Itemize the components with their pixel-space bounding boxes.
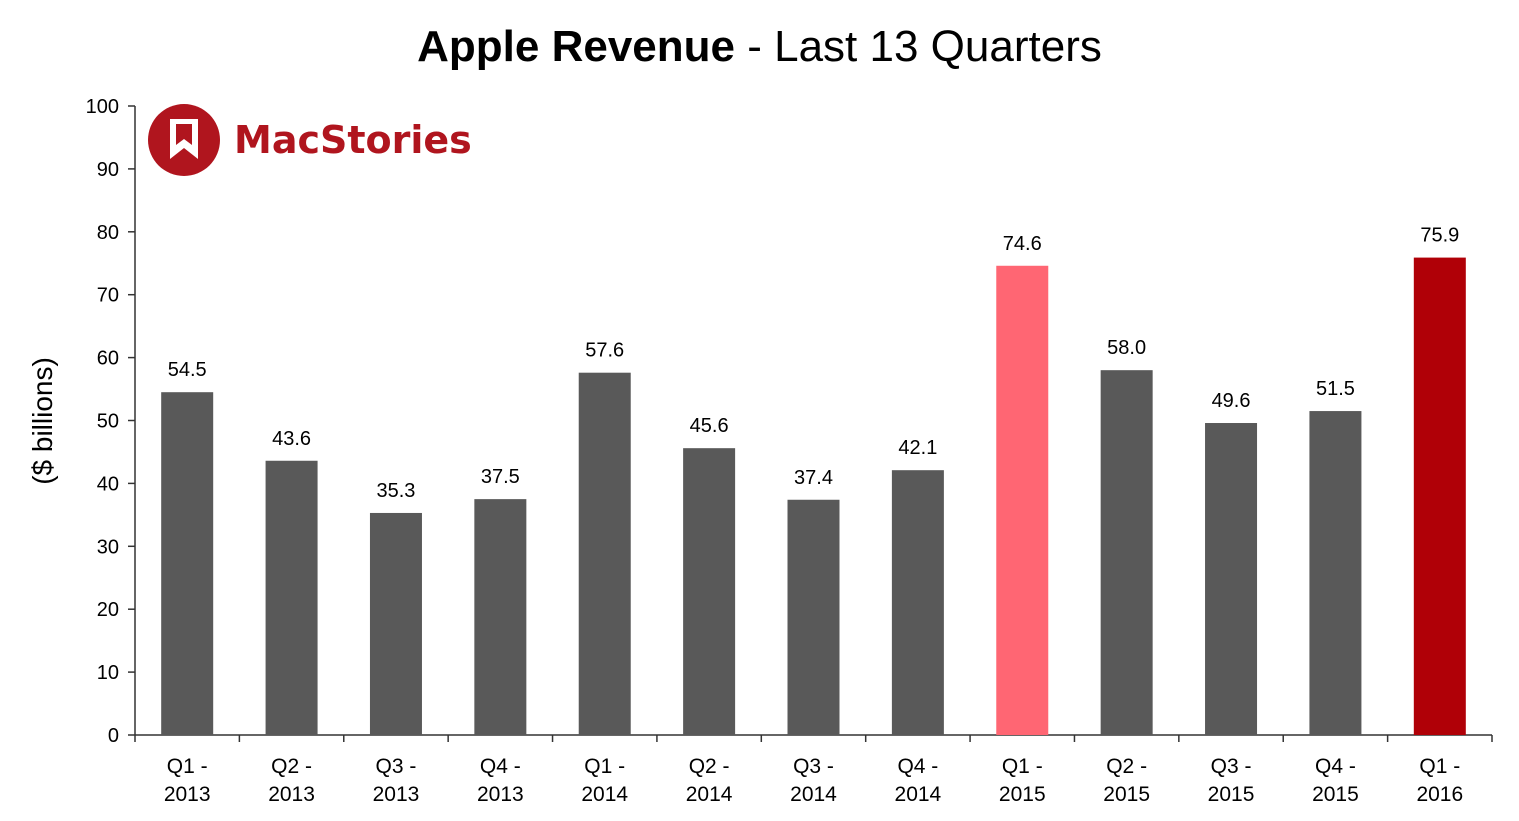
y-tick-label: 100 (86, 96, 119, 118)
x-tick-label: Q3 - (793, 755, 834, 778)
y-tick-label: 40 (97, 473, 119, 495)
x-tick-label-year: 2016 (1416, 783, 1463, 806)
bar (683, 448, 736, 735)
bar (996, 265, 1049, 735)
bar (265, 460, 318, 735)
y-tick-label: 60 (97, 348, 119, 370)
data-label: 45.6 (690, 415, 729, 437)
x-tick-label: Q1 - (1002, 755, 1043, 778)
bar (891, 470, 944, 735)
x-tick-label: Q2 - (689, 755, 730, 778)
bar (161, 392, 214, 735)
x-tick-label: Q2 - (1106, 755, 1147, 778)
data-label: 37.5 (481, 466, 520, 488)
bar (787, 499, 840, 735)
data-label: 75.9 (1420, 225, 1459, 247)
x-tick-label-year: 2015 (1312, 783, 1359, 806)
y-tick-label: 50 (97, 411, 119, 433)
y-tick-label: 10 (97, 662, 119, 684)
macstories-logo: MacStories (148, 104, 472, 176)
x-tick-label: Q3 - (376, 755, 417, 778)
x-tick-label-year: 2014 (790, 783, 837, 806)
bar (369, 512, 422, 735)
y-tick-label: 30 (97, 536, 119, 558)
x-tick-label: Q2 - (271, 755, 312, 778)
data-label: 49.6 (1212, 390, 1251, 412)
data-label: 42.1 (898, 437, 937, 459)
data-label: 51.5 (1316, 378, 1355, 400)
x-tick-label: Q1 - (167, 755, 208, 778)
x-tick-label: Q4 - (897, 755, 938, 778)
chart-title-bold: Apple Revenue (417, 22, 736, 71)
x-tick-label-year: 2015 (1208, 783, 1255, 806)
y-tick-label: 80 (97, 222, 119, 244)
bookmark-icon (148, 104, 220, 176)
bar (1100, 370, 1153, 735)
chart-title-rest: - Last 13 Quarters (735, 22, 1102, 71)
x-tick-label-year: 2013 (164, 783, 211, 806)
x-tick-label: Q1 - (1419, 755, 1460, 778)
x-tick-label-year: 2014 (686, 783, 733, 806)
chart-title: Apple Revenue - Last 13 Quarters (0, 22, 1519, 72)
data-label: 35.3 (376, 480, 415, 502)
x-tick-label-year: 2014 (581, 783, 628, 806)
data-label: 54.5 (168, 359, 207, 381)
x-tick-label-year: 2015 (1103, 783, 1150, 806)
data-label: 74.6 (1003, 233, 1042, 255)
y-tick-label: 0 (108, 725, 119, 747)
y-tick-label: 20 (97, 599, 119, 621)
x-tick-label: Q1 - (584, 755, 625, 778)
data-label: 58.0 (1107, 337, 1146, 359)
bar (1205, 423, 1258, 735)
brand-name: MacStories (234, 118, 472, 162)
x-tick-label: Q4 - (480, 755, 521, 778)
bar (1413, 257, 1466, 735)
x-tick-label-year: 2013 (373, 783, 420, 806)
x-tick-label-year: 2015 (999, 783, 1046, 806)
y-tick-label: 90 (97, 159, 119, 181)
data-label: 37.4 (794, 467, 833, 489)
x-tick-label-year: 2013 (477, 783, 524, 806)
x-tick-label: Q4 - (1315, 755, 1356, 778)
y-axis-label: ($ billions) (27, 357, 58, 485)
x-tick-label: Q3 - (1211, 755, 1252, 778)
x-tick-label-year: 2013 (268, 783, 315, 806)
x-tick-label-year: 2014 (895, 783, 942, 806)
bar (578, 372, 631, 735)
data-label: 57.6 (585, 340, 624, 362)
bar (1309, 411, 1362, 735)
data-label: 43.6 (272, 428, 311, 450)
bar (474, 499, 527, 735)
y-tick-label: 70 (97, 285, 119, 307)
